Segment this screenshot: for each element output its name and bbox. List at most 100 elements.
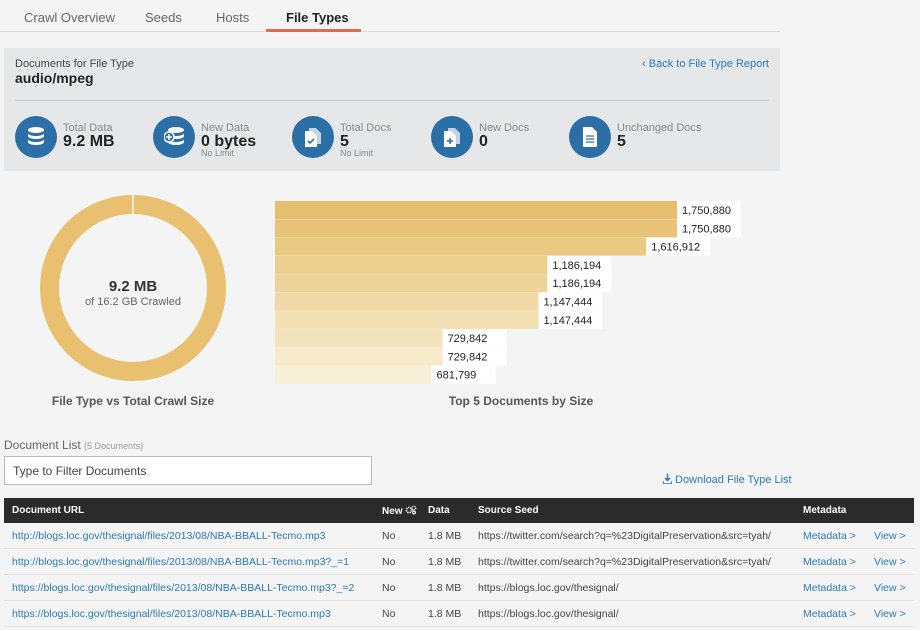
column-header-source-seed[interactable]: Source Seed [478, 505, 539, 516]
column-header-data[interactable]: Data [428, 505, 450, 516]
bar-label-background [547, 274, 612, 293]
stat-value: 0 [479, 133, 488, 150]
panel-subtitle: Documents for File Type [15, 58, 135, 70]
data-cell: 1.8 MB [428, 582, 462, 594]
bar-label-background [547, 255, 612, 274]
new-cell: No [382, 582, 396, 594]
stat-value: 0 bytes [201, 133, 257, 150]
file-type-summary-panel: Documents for File Type audio/mpeg ‹ Bac… [4, 48, 780, 171]
bar[interactable] [275, 201, 677, 219]
document-list-title: Document List [4, 438, 81, 452]
stat-label: New Data [201, 122, 250, 134]
source-seed-cell: https://blogs.loc.gov/thesignal/ [478, 582, 619, 594]
view-link[interactable]: View > [874, 556, 906, 568]
download-label: Download File Type List [675, 474, 792, 486]
bar-value-label: 681,799 [437, 370, 477, 382]
download-icon [662, 474, 673, 485]
source-seed-cell: https://twitter.com/search?q=%23DigitalP… [478, 556, 771, 568]
donut-center-value: 9.2 MB [108, 278, 158, 295]
source-seed-cell: https://twitter.com/search?q=%23DigitalP… [478, 530, 771, 542]
database-icon [15, 116, 57, 158]
back-to-file-type-report-link[interactable]: ‹ Back to File Type Report [642, 58, 769, 70]
bar-value-label: 1,750,880 [682, 205, 731, 217]
bar-value-label: 729,842 [448, 333, 488, 345]
bar-label-background [646, 237, 711, 256]
bar-value-label: 1,186,194 [552, 260, 601, 272]
bar[interactable] [275, 365, 432, 384]
bar-value-label: 1,750,880 [682, 223, 731, 235]
metadata-link[interactable]: Metadata > [803, 556, 856, 568]
donut-caption: File Type vs Total Crawl Size [51, 394, 215, 408]
bar-label-background [538, 292, 603, 311]
active-tab-indicator [266, 29, 361, 32]
document-icon [569, 116, 611, 158]
column-header-url[interactable]: Document URL [12, 505, 85, 516]
docs-add-icon [431, 116, 473, 158]
docs-check-icon [292, 116, 334, 158]
tab-seeds[interactable]: Seeds [145, 10, 182, 25]
gears-icon [405, 505, 417, 515]
view-link[interactable]: View > [874, 530, 906, 542]
bar-value-label: 729,842 [448, 351, 488, 363]
table-header: Document URL New Data Source Seed Metada… [4, 498, 914, 523]
column-header-new[interactable]: New [382, 505, 417, 517]
tab-file-types[interactable]: File Types [286, 10, 349, 25]
bar[interactable] [275, 310, 539, 329]
table-row: http://blogs.loc.gov/thesignal/files/201… [4, 549, 914, 575]
stat-value: 5 [340, 133, 349, 150]
bar-label-background [677, 201, 741, 219]
new-cell: No [382, 556, 396, 568]
tab-bar: Crawl Overview Seeds Hosts File Types [0, 0, 780, 32]
data-cell: 1.8 MB [428, 530, 462, 542]
stat-value: 9.2 MB [63, 133, 115, 150]
metadata-link[interactable]: Metadata > [803, 582, 856, 594]
bar-label-background [442, 347, 507, 366]
bar[interactable] [275, 347, 443, 366]
bar[interactable] [275, 219, 677, 238]
filter-documents-input[interactable] [4, 456, 372, 485]
table-row: https://blogs.loc.gov/thesignal/files/20… [4, 575, 914, 601]
bar-value-label: 1,616,912 [651, 242, 700, 254]
document-url-link[interactable]: https://blogs.loc.gov/thesignal/files/20… [12, 608, 331, 620]
bar-label-background [442, 329, 507, 348]
tab-crawl-overview[interactable]: Crawl Overview [24, 10, 116, 25]
document-url-link[interactable]: http://blogs.loc.gov/thesignal/files/201… [12, 556, 350, 568]
table-row: https://blogs.loc.gov/thesignal/files/20… [4, 601, 914, 627]
column-header-new-label: New [382, 506, 403, 517]
source-seed-cell: https://blogs.loc.gov/thesignal/ [478, 608, 619, 620]
bar[interactable] [275, 292, 539, 311]
data-cell: 1.8 MB [428, 556, 462, 568]
bar-label-background [538, 310, 603, 329]
file-type-donut-chart [40, 195, 226, 381]
document-url-link[interactable]: http://blogs.loc.gov/thesignal/files/201… [12, 530, 326, 542]
stat-label: New Docs [479, 122, 530, 134]
donut-center-label: of 16.2 GB Crawled [85, 296, 181, 308]
bar[interactable] [275, 329, 443, 348]
stat-note: No Limit [201, 148, 235, 158]
tab-hosts[interactable]: Hosts [216, 10, 250, 25]
bar[interactable] [275, 255, 548, 274]
top-documents-bar-chart: 1,750,880 1,750,880 1,616,912 1,186,194 1,18… [275, 201, 741, 384]
metadata-link[interactable]: Metadata > [803, 530, 856, 542]
document-url-link[interactable]: https://blogs.loc.gov/thesignal/files/20… [12, 582, 355, 594]
view-link[interactable]: View > [874, 608, 906, 620]
bar[interactable] [275, 274, 548, 293]
bar-label-background [677, 219, 741, 238]
download-file-type-list-link[interactable]: Download File Type List [662, 474, 792, 486]
stat-label: Unchanged Docs [617, 122, 702, 134]
panel-divider [15, 100, 769, 101]
table-row: http://blogs.loc.gov/thesignal/files/201… [4, 523, 914, 549]
donut-center-text: 9.2 MB of 16.2 GB Crawled [40, 278, 226, 308]
stat-label: Total Data [63, 122, 113, 134]
view-link[interactable]: View > [874, 582, 906, 594]
column-header-metadata[interactable]: Metadata [803, 505, 847, 516]
document-count: (5 Documents) [84, 441, 144, 451]
data-cell: 1.8 MB [428, 608, 462, 620]
database-add-icon [153, 116, 195, 158]
bar-label-background [431, 365, 496, 384]
bar-chart-caption: Top 5 Documents by Size [448, 394, 594, 408]
bar-value-label: 1,147,444 [543, 297, 592, 309]
document-list-heading: Document List (5 Documents) [4, 438, 143, 452]
bar[interactable] [275, 237, 647, 256]
metadata-link[interactable]: Metadata > [803, 608, 856, 620]
